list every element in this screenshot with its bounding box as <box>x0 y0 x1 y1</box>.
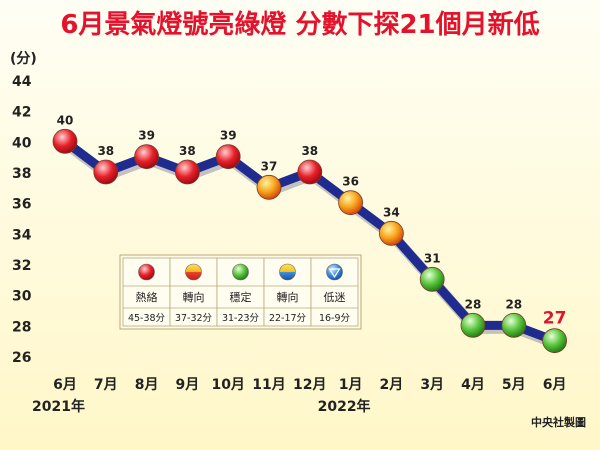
legend-light-icon <box>326 263 343 281</box>
y-axis-unit-label: (分) <box>10 51 37 67</box>
data-label: 36 <box>342 175 359 189</box>
y-tick-label: 36 <box>12 197 31 213</box>
legend-light-icon <box>138 263 155 281</box>
y-tick-label: 28 <box>12 319 31 335</box>
data-label: 31 <box>424 251 441 265</box>
x-tick-label: 2月 <box>380 377 404 393</box>
x-tick-label: 7月 <box>94 377 118 393</box>
y-tick-label: 38 <box>12 166 31 182</box>
credit-label: 中央社製圖 <box>531 416 586 429</box>
legend-name: 熱絡 <box>136 290 158 304</box>
data-point-light <box>542 328 567 354</box>
x-tick-label: 10月 <box>211 377 244 393</box>
data-label: 39 <box>138 129 155 143</box>
data-label: 39 <box>220 129 237 143</box>
y-tick-label: 34 <box>12 227 32 243</box>
legend-name: 轉向 <box>277 290 299 304</box>
legend-range: 45-38分 <box>128 313 166 324</box>
legend-light-icon <box>279 263 296 281</box>
legend-range: 37-32分 <box>175 313 213 324</box>
year-label: 2021年 <box>32 398 85 415</box>
x-tick-label: 11月 <box>252 377 285 393</box>
x-tick-label: 8月 <box>135 377 159 393</box>
legend-name: 轉向 <box>183 290 205 304</box>
x-tick-label: 3月 <box>420 377 444 393</box>
legend-down-arrow-icon <box>328 268 341 279</box>
y-tick-label: 32 <box>12 258 31 274</box>
y-tick-label: 42 <box>12 105 31 121</box>
legend-name: 穩定 <box>230 290 252 304</box>
legend-name: 低迷 <box>324 291 346 304</box>
data-point-light <box>338 190 364 216</box>
legend-light-icon <box>232 263 249 281</box>
data-label: 34 <box>383 205 400 219</box>
data-label: 28 <box>465 297 482 311</box>
x-tick-label: 12月 <box>293 377 326 393</box>
legend-cell <box>169 257 218 327</box>
y-tick-label: 44 <box>12 74 32 90</box>
year-label: 2022年 <box>318 398 371 415</box>
data-label: 38 <box>97 144 114 158</box>
x-tick-label: 1月 <box>339 377 363 393</box>
data-point-light <box>134 144 160 170</box>
data-label: 38 <box>179 144 196 158</box>
legend: 熱絡 45-38分 轉向 37-32分 穩定 31-23分 轉向 22-17分 低迷 16-9分 <box>119 254 362 330</box>
data-label: 27 <box>543 309 567 329</box>
legend-range: 22-17分 <box>269 313 307 324</box>
chart-title: 6月景氣燈號亮綠燈 分數下探21個月新低 <box>60 10 540 40</box>
data-point-light <box>378 220 404 246</box>
legend-range: 16-9分 <box>319 313 351 324</box>
data-label: 40 <box>57 113 74 127</box>
data-label: 28 <box>505 297 522 311</box>
data-point-light <box>419 266 445 292</box>
legend-light-icon <box>185 263 202 281</box>
data-point-light <box>174 159 200 185</box>
legend-range: 31-23分 <box>222 313 260 324</box>
y-tick-label: 40 <box>12 135 32 151</box>
x-tick-label: 4月 <box>461 377 485 393</box>
x-tick-label: 6月 <box>543 377 567 393</box>
y-tick-label: 26 <box>12 350 31 366</box>
x-tick-label: 5月 <box>502 377 526 393</box>
y-tick-label: 30 <box>12 289 32 305</box>
data-point-light <box>297 159 323 185</box>
x-tick-label: 9月 <box>176 377 200 393</box>
data-point-light <box>501 312 527 338</box>
data-point-light <box>93 159 119 185</box>
data-point-light <box>460 312 486 338</box>
data-point-light <box>52 128 78 154</box>
x-tick-label: 6月 <box>53 377 77 393</box>
data-point-light <box>256 174 282 200</box>
data-label: 37 <box>261 159 278 173</box>
data-point-light <box>215 144 241 170</box>
data-label: 38 <box>301 144 318 158</box>
